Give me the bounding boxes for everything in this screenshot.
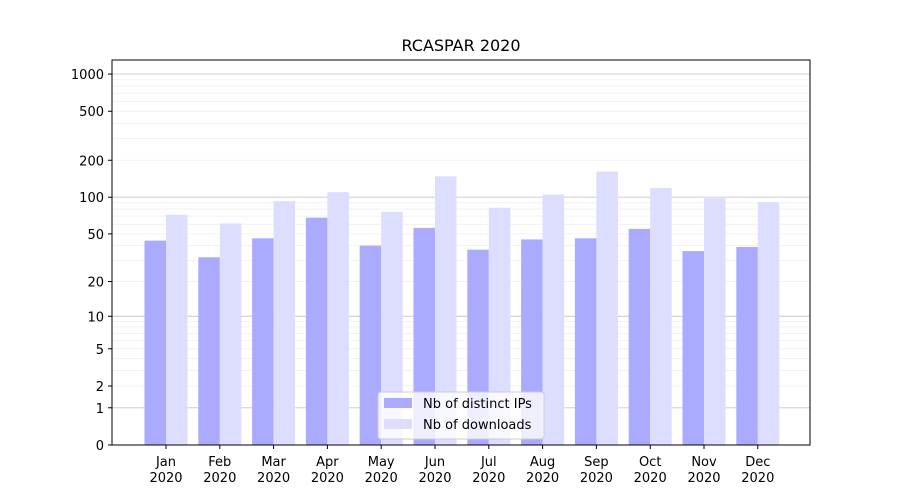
bar-distinct-ips bbox=[144, 240, 166, 445]
y-tick-label: 50 bbox=[87, 228, 104, 243]
legend: Nb of distinct IPs Nb of downloads bbox=[377, 391, 545, 440]
bar-distinct-ips bbox=[413, 227, 435, 445]
bar-distinct-ips bbox=[574, 238, 597, 445]
legend-label-distinct-ips: Nb of distinct IPs bbox=[423, 397, 532, 412]
x-tick-label: Feb 2020 bbox=[203, 455, 236, 486]
chart-title: RCASPAR 2020 bbox=[401, 36, 520, 55]
legend-swatch-distinct-ips bbox=[384, 398, 412, 408]
bar-distinct-ips bbox=[682, 251, 704, 445]
bar-distinct-ips bbox=[252, 238, 274, 445]
bar-downloads bbox=[381, 211, 403, 445]
y-tick-label: 100 bbox=[79, 191, 104, 206]
bar-distinct-ips bbox=[359, 245, 382, 445]
x-tick-label: Apr 2020 bbox=[311, 455, 344, 486]
plot-frame bbox=[111, 59, 811, 446]
x-tick-label: Nov 2020 bbox=[687, 455, 720, 486]
bar-downloads bbox=[542, 194, 565, 445]
legend-box bbox=[377, 391, 545, 440]
bar-downloads bbox=[219, 223, 242, 445]
bar-downloads bbox=[596, 171, 618, 445]
bar-downloads bbox=[488, 207, 511, 445]
y-axis: 0 1 2 5 10 20 50 100 200 500 1000 bbox=[71, 68, 112, 454]
y-tick-label: 200 bbox=[79, 154, 104, 169]
y-tick-label: 500 bbox=[79, 105, 104, 120]
bar-downloads bbox=[704, 198, 726, 445]
x-tick-label: Aug 2020 bbox=[526, 455, 559, 486]
bar-downloads bbox=[650, 187, 672, 446]
y-tick-label: 10 bbox=[87, 310, 104, 325]
legend-label-downloads: Nb of downloads bbox=[423, 418, 532, 433]
y-tick-label: 0 bbox=[96, 439, 104, 454]
x-tick-label: Sep 2020 bbox=[580, 455, 613, 486]
y-tick-label: 1 bbox=[96, 402, 104, 417]
bar-distinct-ips bbox=[736, 246, 758, 445]
x-tick-label: Mar 2020 bbox=[257, 455, 290, 486]
legend-swatch-downloads bbox=[384, 419, 412, 429]
bar-downloads bbox=[166, 214, 188, 445]
bar-downloads bbox=[327, 192, 349, 445]
y-tick-label: 5 bbox=[96, 343, 104, 358]
bar-distinct-ips bbox=[198, 257, 220, 445]
y-tick-label: 20 bbox=[87, 276, 104, 291]
bar-downloads bbox=[435, 176, 457, 445]
x-tick-label: Jan 2020 bbox=[149, 455, 182, 486]
y-tick-label: 1000 bbox=[71, 68, 104, 83]
bar-distinct-ips bbox=[628, 228, 651, 445]
x-axis: Jan 2020 Feb 2020 Mar 2020 Apr 2020 May 2020 Jun 20… bbox=[149, 445, 774, 486]
x-tick-label: Oct 2020 bbox=[634, 455, 667, 486]
x-tick-label: Jun 2020 bbox=[418, 455, 451, 486]
y-tick-label: 2 bbox=[96, 380, 104, 395]
x-tick-label: May 2020 bbox=[365, 455, 398, 486]
bar-distinct-ips bbox=[305, 217, 328, 445]
x-tick-label: Jul 2020 bbox=[472, 455, 505, 486]
x-tick-label: Dec 2020 bbox=[741, 455, 774, 486]
bar-downloads bbox=[757, 202, 780, 445]
bar-downloads bbox=[273, 201, 296, 445]
